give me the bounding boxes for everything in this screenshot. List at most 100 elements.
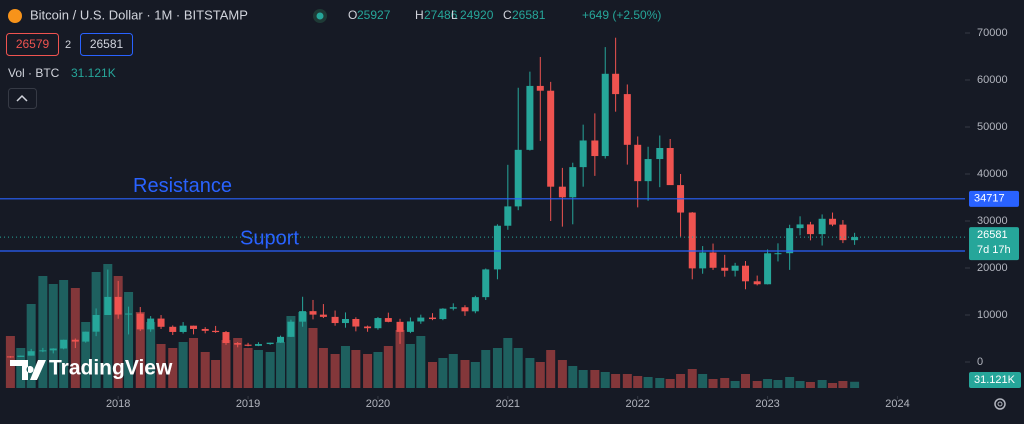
- price-tag: [969, 190, 1019, 207]
- candle-body: [764, 253, 772, 285]
- volume-bar: [200, 352, 210, 388]
- volume-bar: [146, 322, 156, 388]
- candle-body: [17, 355, 25, 357]
- ohlc-key: C: [503, 8, 512, 22]
- volume-bar: [698, 374, 708, 388]
- volume-bar: [460, 360, 470, 388]
- volume-bar: [546, 350, 556, 388]
- volume-bar: [405, 344, 415, 388]
- x-tick-label: 2021: [496, 398, 520, 410]
- candle-body: [104, 296, 112, 315]
- candle-body: [244, 344, 252, 346]
- volume-bar: [503, 338, 513, 388]
- horizontal-line-label: Resistance: [133, 175, 232, 197]
- candle-body: [147, 318, 155, 330]
- candle-body: [212, 330, 220, 333]
- settings-icon[interactable]: [994, 398, 1006, 410]
- volume-bar: [773, 380, 783, 388]
- ohlc-value: 25927: [357, 8, 391, 22]
- volume-bar: [395, 330, 405, 388]
- y-tick-label: 40000: [977, 168, 1008, 180]
- candle-body: [374, 318, 382, 329]
- volume-bar: [16, 348, 26, 388]
- volume-bar: [850, 381, 860, 388]
- volume-bar: [233, 338, 243, 388]
- candle-body: [277, 336, 285, 343]
- status-dot: [316, 12, 324, 20]
- spread: 2: [65, 39, 71, 51]
- candle-body: [709, 252, 717, 268]
- volume-bar: [438, 358, 448, 388]
- candle-layer: [6, 37, 859, 358]
- candle-body: [449, 307, 457, 309]
- volume-bar: [70, 288, 80, 388]
- candle-body: [547, 90, 555, 187]
- candle-body: [384, 318, 392, 322]
- candle-body: [27, 351, 35, 356]
- candle-body: [806, 224, 814, 235]
- volume-bar: [492, 348, 502, 388]
- candle-body: [699, 252, 707, 269]
- volume-bar: [785, 377, 795, 388]
- volume-bar: [633, 376, 643, 388]
- symbol-icon: [8, 9, 22, 23]
- volume-bar: [763, 379, 773, 388]
- volume-bar: [557, 360, 567, 388]
- volume-bar: [795, 381, 805, 388]
- candle-body: [731, 265, 739, 271]
- candle-body: [623, 94, 631, 145]
- candle-body: [364, 326, 372, 329]
- candle-body: [851, 237, 859, 241]
- candle-body: [352, 318, 360, 327]
- candle-body: [753, 281, 761, 285]
- volume-bar: [805, 382, 815, 388]
- volume-bar: [373, 352, 383, 388]
- volume-bar: [720, 378, 730, 388]
- candle-body: [579, 140, 587, 168]
- volume-bar: [243, 348, 253, 388]
- candle-body: [331, 316, 339, 324]
- candle-body: [796, 224, 804, 229]
- bid: 26579: [16, 37, 50, 51]
- candle-body: [786, 228, 794, 254]
- volume-tag: [969, 372, 1021, 388]
- volume-bar: [221, 340, 231, 388]
- candle-body: [428, 317, 436, 320]
- volume-bar: [286, 316, 296, 388]
- volume-bar: [741, 374, 751, 388]
- volume-bar: [568, 366, 578, 388]
- price-tag-label: 34717: [974, 193, 1005, 205]
- candle-body: [526, 85, 534, 150]
- candle-body: [71, 339, 79, 342]
- y-tick-label: 0: [977, 356, 983, 368]
- y-tick-label: 60000: [977, 74, 1008, 86]
- candle-body: [634, 144, 642, 182]
- candle-body: [656, 148, 664, 160]
- settings-icon-core: [997, 401, 1003, 407]
- ask-box[interactable]: [80, 33, 133, 56]
- candle-body: [721, 267, 729, 271]
- volume-bar: [687, 369, 697, 388]
- volume-bar: [276, 342, 286, 388]
- volume-bar: [383, 346, 393, 388]
- volume-bar: [643, 377, 653, 388]
- x-tick-label: 2024: [885, 398, 909, 410]
- grid-layer: 0 10000 20000 30000 40000 50000 60000 70000 2018…: [106, 27, 1008, 410]
- volume-bar: [535, 362, 545, 388]
- volume-bar: [298, 312, 308, 388]
- volume-bar: [513, 348, 523, 388]
- candle-body: [319, 314, 327, 317]
- candle-body: [829, 218, 837, 225]
- candle-body: [222, 332, 230, 344]
- candle-body: [742, 265, 750, 282]
- y-tick-label: 20000: [977, 262, 1008, 274]
- volume-bar: [308, 328, 318, 388]
- volume-bar: [448, 354, 458, 388]
- volume-bar: [113, 276, 123, 388]
- candle-body: [688, 212, 696, 269]
- collapse-button[interactable]: [8, 88, 37, 109]
- bid-box[interactable]: [6, 33, 59, 56]
- symbol-title[interactable]: Bitcoin / U.S. Dollar · 1M · BITSTAMP: [30, 7, 248, 22]
- candle-body: [612, 73, 620, 95]
- volume-bar: [655, 378, 665, 388]
